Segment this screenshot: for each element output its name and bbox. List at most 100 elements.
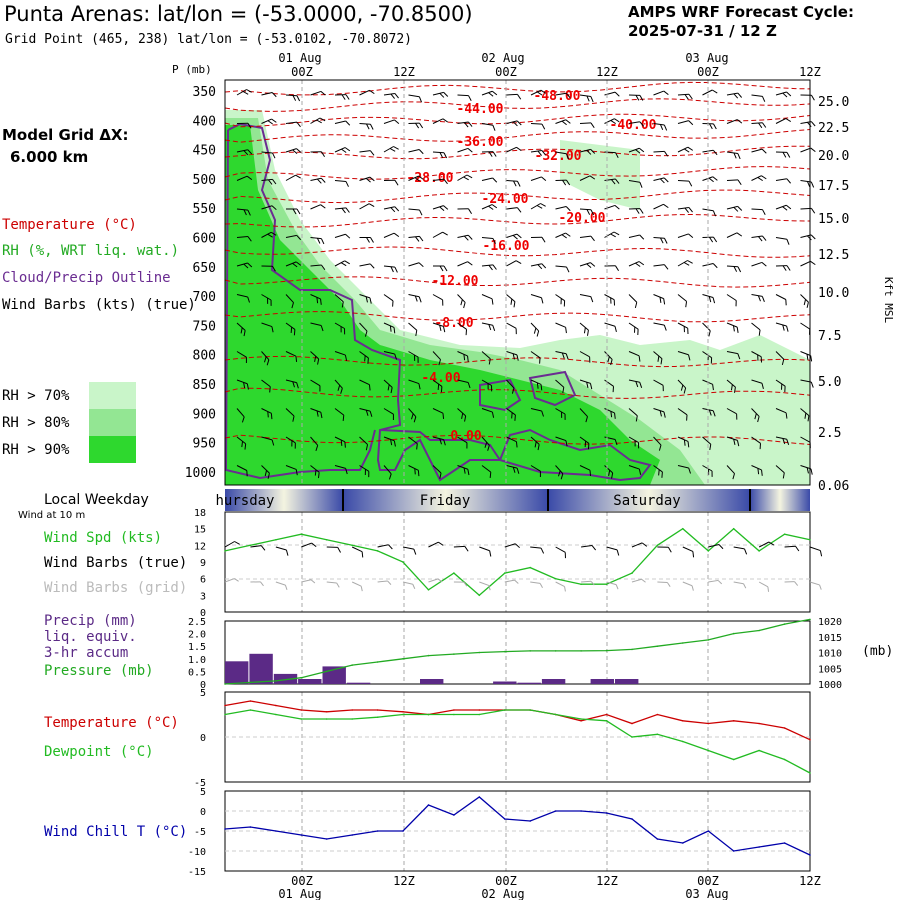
wind-barb-flag xyxy=(437,578,443,583)
wind-barb-flag xyxy=(340,388,343,394)
wind-barb xyxy=(800,207,816,214)
wind-barb-flag xyxy=(641,578,646,583)
wind-barb-flag xyxy=(290,327,293,333)
wind-barb-flag xyxy=(809,328,811,335)
wind-barb xyxy=(628,436,640,449)
wind-barb xyxy=(530,176,547,182)
surface-wind-barb-true xyxy=(631,542,648,548)
wind-barb-flag xyxy=(757,468,760,475)
wind-barb-flag xyxy=(442,299,444,306)
precip-legend-2: liq. equiv. xyxy=(44,629,137,645)
wind-barb-staff xyxy=(631,578,642,583)
wind-barb-staff xyxy=(359,465,370,472)
dewpoint-line-point xyxy=(605,720,608,722)
wind-barb-flag xyxy=(708,409,712,416)
wind-barb-flag xyxy=(320,177,326,183)
temperature-contour-line xyxy=(224,276,811,288)
surface-wind-barb-true xyxy=(377,544,393,550)
wind-barb-flag xyxy=(340,326,342,333)
wind-barb-staff xyxy=(359,263,371,267)
wind-barb-staff xyxy=(408,262,420,267)
wind-barb xyxy=(506,408,516,421)
wind-chill-line-point xyxy=(504,818,506,820)
wind-barb-flag xyxy=(688,467,691,474)
wind-barb xyxy=(579,208,595,216)
wind-barb-staff xyxy=(579,436,590,444)
wind-chill-line-point xyxy=(351,834,354,836)
wind-barb-staff xyxy=(236,408,245,418)
wind-barb-flag xyxy=(561,352,565,359)
wind-barb-flag xyxy=(811,208,816,214)
pressure-line-point xyxy=(529,650,531,652)
wind-barb-staff xyxy=(481,465,492,473)
wind-barb-flag xyxy=(786,265,791,271)
wind-barb-staff xyxy=(285,322,296,330)
wind-barb-staff xyxy=(504,543,516,548)
wind-barb xyxy=(310,90,326,96)
wind-barb-flag xyxy=(466,174,473,179)
wind-barb-staff xyxy=(726,322,738,328)
wind-barb-staff xyxy=(702,436,712,445)
wind-barb xyxy=(285,322,296,336)
wind-barb-staff xyxy=(751,351,762,358)
pressure-tick-label: 450 xyxy=(193,144,216,159)
wind-barb-staff xyxy=(555,351,567,355)
surface-wind-barb-grid xyxy=(275,581,288,590)
temperature-contour-label: -28.00 xyxy=(407,171,454,186)
wind-chill-line-point xyxy=(224,828,226,830)
wind-barb-flag xyxy=(317,358,320,365)
wind-barb-staff xyxy=(334,408,345,416)
wind-barb-flag xyxy=(780,383,783,390)
wind-barb-staff xyxy=(809,546,821,552)
wind-barb-staff xyxy=(359,351,369,359)
lower-panels: 036912151800.51.01.52.02.510001005101010… xyxy=(188,508,893,900)
wind-barb-flag xyxy=(589,383,593,390)
wind-barb-flag xyxy=(586,95,590,102)
wind-barb-staff xyxy=(702,176,714,181)
wind-barb-flag xyxy=(244,443,247,450)
wind-barb xyxy=(432,379,443,393)
dewpoint-line-point xyxy=(300,718,303,720)
wind-barb-staff xyxy=(530,294,542,299)
wind-barb-staff xyxy=(506,408,516,416)
wind-barb-staff xyxy=(579,122,592,124)
wind-barb xyxy=(653,123,668,131)
wind-barb-flag xyxy=(613,231,620,236)
wind-barb-flag xyxy=(492,238,496,244)
wind-barb xyxy=(359,408,373,417)
wind-barb xyxy=(408,175,424,182)
temperature-contour-line xyxy=(224,355,811,368)
wind-barb-flag xyxy=(369,411,373,417)
wind-barb xyxy=(285,436,296,449)
wind-barb xyxy=(751,322,761,336)
height-tick-label: 15.0 xyxy=(818,212,849,227)
wind-barb-flag xyxy=(320,298,322,305)
wind-barb-flag xyxy=(712,176,718,181)
wind-barb-staff xyxy=(604,231,615,238)
wind-speed-line-point xyxy=(809,539,811,541)
wind-barb-flag xyxy=(390,439,393,446)
wind-barb xyxy=(383,294,394,307)
wind-barb-staff xyxy=(261,118,272,124)
wind-barb-flag xyxy=(294,442,296,449)
wind-barb-flag xyxy=(687,146,694,151)
wind-barb xyxy=(702,379,714,391)
wind-barb-flag xyxy=(660,237,664,244)
wind-barb-flag xyxy=(344,441,346,448)
temperature-line-point xyxy=(300,709,303,711)
wind-barb-flag xyxy=(246,89,252,93)
wind-barb-flag xyxy=(712,410,716,417)
wind-barb-staff xyxy=(606,546,618,551)
wind-barb-flag xyxy=(565,327,567,334)
pressure-tick-label: 1000 xyxy=(818,680,842,691)
wind-barb-staff xyxy=(250,545,262,548)
wind-barb-staff xyxy=(555,265,567,268)
wind-barb-flag xyxy=(512,467,516,473)
wind-barb-staff xyxy=(383,146,394,153)
model-grid-label: Model Grid ΔX: xyxy=(2,126,129,144)
wind-barb xyxy=(481,264,497,271)
wind-barb-flag xyxy=(394,266,398,273)
surface-wind-barb-true xyxy=(402,546,417,555)
wind-barb-staff xyxy=(432,118,444,124)
wind-barb-staff xyxy=(653,150,665,153)
